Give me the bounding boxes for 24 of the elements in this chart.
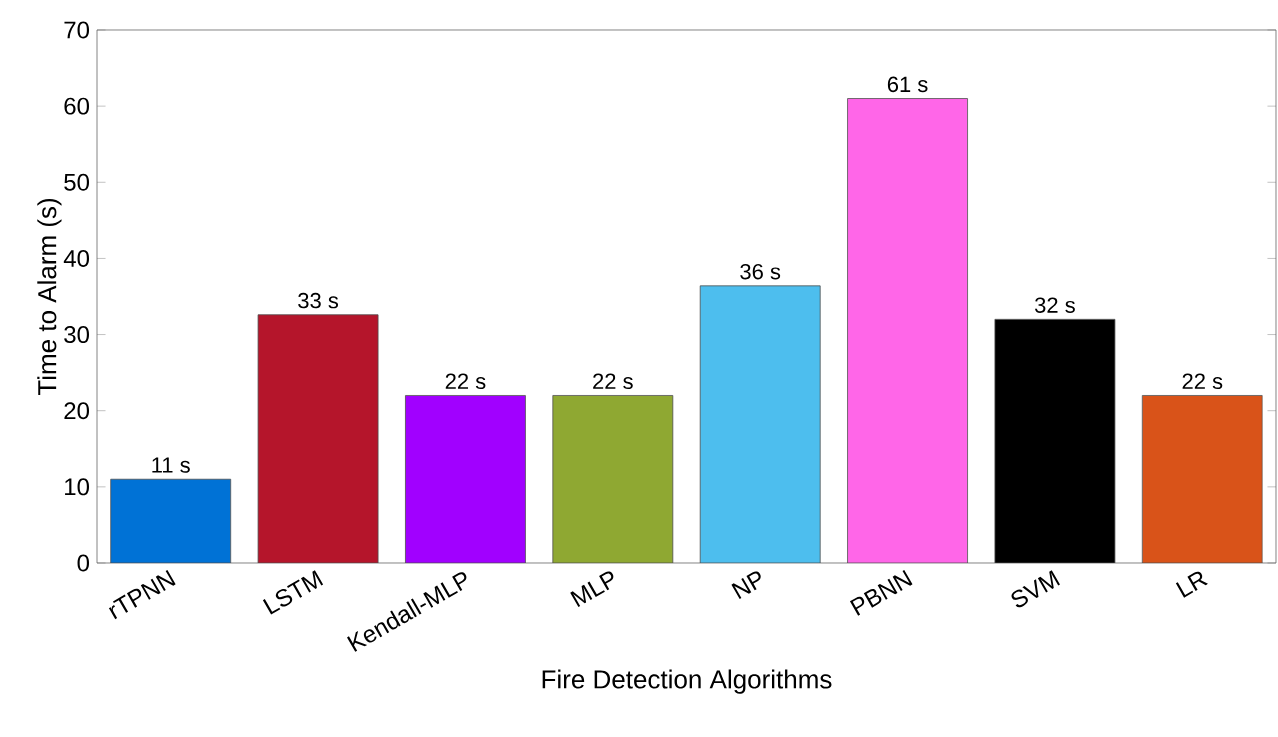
bar [257, 314, 379, 563]
data-label: 22 s [1182, 373, 1223, 390]
data-label: 61 s [887, 76, 928, 93]
data-label: 33 s [298, 292, 339, 309]
y-tick-label: 40 [63, 249, 90, 267]
data-label: 11 s [152, 457, 190, 473]
y-tick-label: 0 [77, 554, 90, 572]
x-tick-label: SVM [1011, 570, 1060, 608]
y-axis-title: Time to Alarm (s) [37, 198, 62, 396]
bar [699, 285, 821, 563]
x-tick-label: NP [731, 571, 761, 599]
y-tick-label: 10 [65, 478, 90, 496]
y-tick-label: 50 [64, 173, 90, 191]
x-tick-label: LR [1175, 571, 1208, 598]
y-tick-label: 60 [64, 97, 90, 115]
y-tick-label: 20 [64, 402, 90, 420]
data-label: 36 s [740, 263, 781, 280]
data-label: 22 s [593, 373, 633, 390]
data-label: 22 s [445, 373, 486, 390]
x-axis-title: Fire Detection Algorithms [542, 669, 832, 694]
y-tick-label: 70 [64, 21, 90, 39]
data-label: 32 s [1034, 297, 1075, 313]
y-tick-label: 30 [64, 326, 90, 344]
x-tick-label: MLP [570, 571, 614, 607]
